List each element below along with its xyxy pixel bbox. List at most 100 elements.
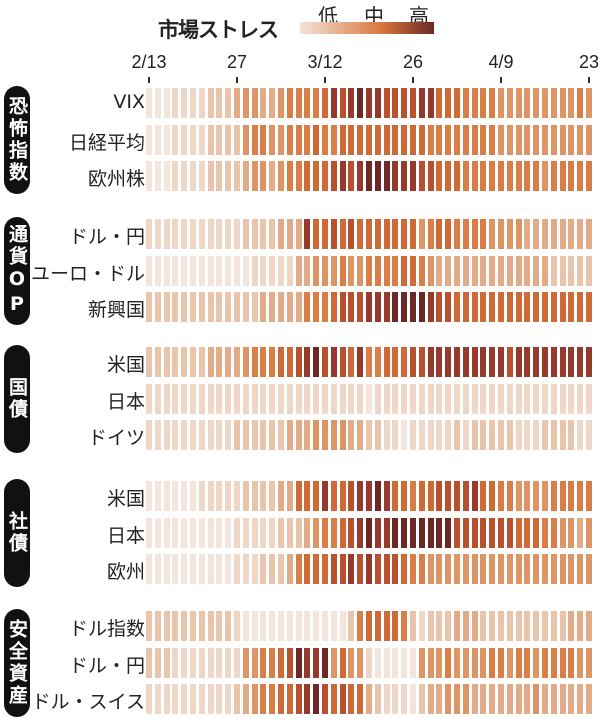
heatmap-cell [559, 611, 566, 641]
heatmap-cell [339, 292, 346, 322]
heatmap-cell [427, 611, 434, 641]
heatmap-cell [225, 255, 232, 286]
heatmap-cell [471, 255, 478, 286]
heatmap-cell [392, 161, 399, 191]
group-label: 恐怖指数 [6, 95, 28, 184]
heatmap-cell [550, 347, 557, 377]
heatmap-cell [524, 684, 531, 714]
heatmap-cell [163, 611, 170, 641]
heatmap-cell [207, 611, 214, 641]
heatmap-cell [234, 347, 240, 377]
heatmap-cell [436, 219, 443, 249]
heatmap-cell [154, 420, 161, 450]
heatmap-cell [559, 88, 566, 118]
row-label: 欧州 [106, 561, 145, 583]
heatmap-cell [172, 219, 179, 249]
heatmap-cell [190, 420, 196, 450]
heatmap-cell [278, 161, 284, 191]
heatmap-cell [559, 347, 566, 377]
heatmap-cell [163, 554, 170, 584]
heatmap-cell [216, 255, 223, 286]
heatmap-cell [216, 383, 223, 414]
heatmap-cell [278, 481, 284, 511]
heatmap-cell [374, 219, 381, 249]
heatmap-cell [410, 383, 416, 414]
heatmap-cell [550, 88, 557, 118]
heatmap-cell [454, 684, 460, 714]
heatmap-cell [330, 88, 337, 118]
heatmap-cell [366, 517, 372, 548]
heatmap-cell [498, 161, 504, 191]
heatmap-cell [348, 420, 355, 450]
heatmap-cell [242, 124, 249, 155]
heatmap-cell [577, 684, 584, 714]
heatmap-cell [568, 481, 575, 511]
heatmap-cell [172, 383, 179, 414]
heatmap-cell [225, 517, 232, 548]
heatmap-cell [550, 383, 557, 414]
heatmap-cell [436, 647, 443, 678]
heatmap-cell [542, 611, 548, 641]
heatmap-cell [278, 517, 284, 548]
heatmap-cell [498, 517, 504, 548]
heatmap-cell [506, 647, 513, 678]
heatmap-cell [471, 347, 478, 377]
heatmap-cell [234, 554, 240, 584]
heatmap-cell [550, 647, 557, 678]
heatmap-cell [295, 88, 302, 118]
heatmap-cell [586, 554, 592, 584]
heatmap-cell [498, 124, 504, 155]
heatmap-cell [172, 420, 179, 450]
heatmap-cell [330, 124, 337, 155]
heatmap-cell [295, 292, 302, 322]
heatmap-cell [515, 347, 522, 377]
heatmap-cell [427, 420, 434, 450]
heatmap-cell [489, 88, 496, 118]
heatmap-cell [533, 347, 540, 377]
heatmap-cell [146, 88, 152, 118]
heatmap-cell [374, 647, 381, 678]
heatmap-cell [374, 481, 381, 511]
heatmap-cell [207, 481, 214, 511]
heatmap-cell [234, 517, 240, 548]
heatmap-cell [489, 347, 496, 377]
heatmap-cell [515, 481, 522, 511]
heatmap-cell [357, 292, 364, 322]
heatmap-cell [146, 517, 152, 548]
heatmap-cell [445, 88, 452, 118]
heatmap-cell [190, 517, 196, 548]
heatmap-cell [480, 88, 487, 118]
heatmap-cell [286, 124, 293, 155]
heatmap-cell [269, 255, 276, 286]
heatmap-cell [357, 420, 364, 450]
heatmap-cell [146, 684, 152, 714]
heatmap-cell [577, 481, 584, 511]
heatmap-cell [322, 255, 328, 286]
heatmap-cell [304, 684, 311, 714]
heatmap-cell [181, 161, 188, 191]
heatmap-cell [471, 611, 478, 641]
heatmap-cell [304, 255, 311, 286]
heatmap-cell [181, 481, 188, 511]
heatmap-cell [357, 481, 364, 511]
heatmap-cell [269, 219, 276, 249]
heatmap-cell [163, 481, 170, 511]
heatmap-cell [295, 255, 302, 286]
heatmap-cell [286, 161, 293, 191]
group-label: 通貨OP [6, 223, 28, 318]
heatmap-cell [154, 383, 161, 414]
heatmap-cell [295, 611, 302, 641]
heatmap-cell [357, 383, 364, 414]
heatmap-cell [198, 292, 205, 322]
heatmap-cell [515, 611, 522, 641]
heatmap-cell [190, 88, 196, 118]
heatmap-cell [304, 517, 311, 548]
heatmap-cell [190, 611, 196, 641]
heatmap-cell [533, 255, 540, 286]
heatmap-cell [392, 611, 399, 641]
heatmap-cell [436, 88, 443, 118]
heatmap-cell [172, 481, 179, 511]
heatmap-cell [322, 517, 328, 548]
heatmap-cell [190, 554, 196, 584]
heatmap-cell [313, 383, 320, 414]
